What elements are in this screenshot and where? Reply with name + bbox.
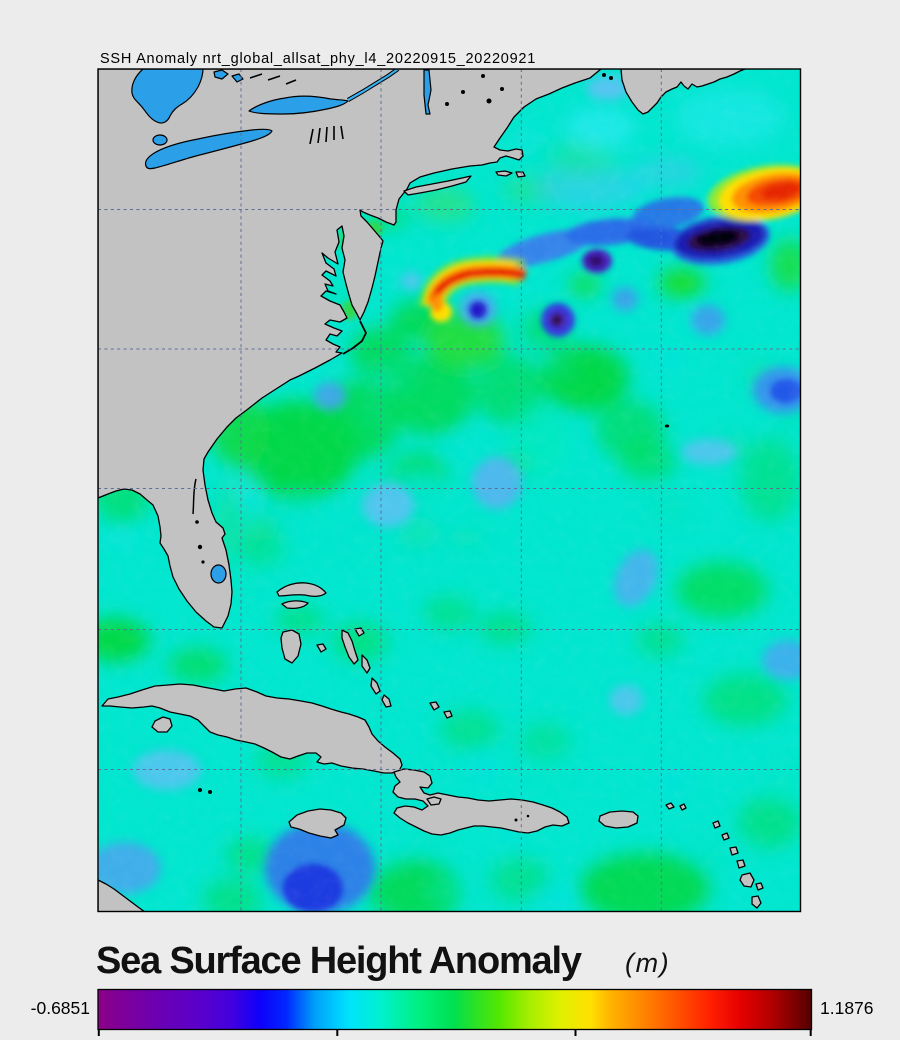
- svg-text:SSH Anomaly nrt_global_allsat_: SSH Anomaly nrt_global_allsat_phy_l4_202…: [100, 51, 536, 67]
- svg-text:1.1876: 1.1876: [820, 998, 874, 1018]
- svg-text:(m): (m): [625, 948, 670, 978]
- svg-text:Sea Surface Height Anomaly: Sea Surface Height Anomaly: [96, 940, 582, 982]
- svg-text:-0.6851: -0.6851: [31, 998, 90, 1018]
